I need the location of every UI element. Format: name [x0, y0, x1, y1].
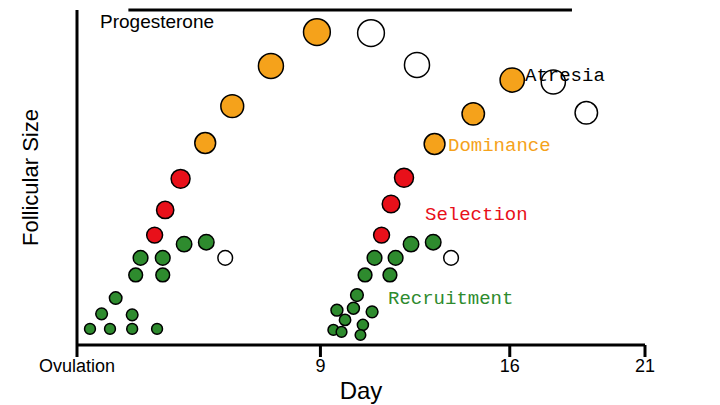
html-text:Recruitment: Recruitment — [388, 288, 514, 310]
html-text:Selection: Selection — [425, 204, 528, 226]
svg-text:Ovulation: Ovulation — [39, 356, 115, 376]
html-text:Atresia: Atresia — [525, 65, 605, 87]
svg-text:Day: Day — [340, 377, 383, 404]
svg-text:Follicular Size: Follicular Size — [18, 109, 43, 246]
svg-text:16: 16 — [500, 356, 520, 376]
svg-text:21: 21 — [635, 356, 655, 376]
html-text:Dominance: Dominance — [448, 135, 551, 157]
html-text:Progesterone: Progesterone — [100, 11, 215, 32]
svg-text:9: 9 — [315, 356, 325, 376]
